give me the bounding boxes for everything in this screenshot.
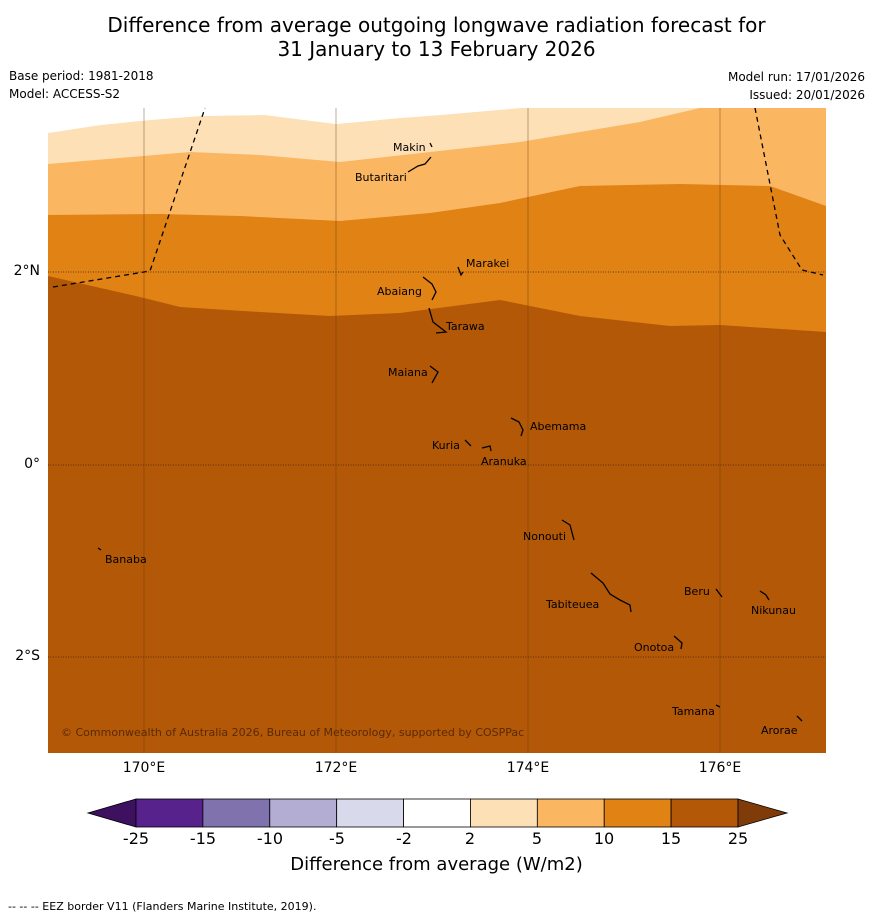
place-abemama: Abemama — [530, 420, 586, 433]
top-white-edge — [48, 108, 520, 133]
place-nikunau: Nikunau — [751, 604, 796, 617]
lon-label-170e: 170°E — [122, 760, 166, 776]
eez-border — [52, 107, 824, 288]
colorbar-box — [536, 798, 605, 828]
colorbar-tick-label: 5 — [531, 829, 543, 848]
eez-footnote: -- -- -- EEZ border V11 (Flanders Marine… — [8, 900, 317, 913]
lon-label-174e: 174°E — [506, 760, 550, 776]
base-period: Base period: 1981-2018 — [9, 69, 154, 83]
colorbar-tick-label: 25 — [727, 829, 749, 848]
colorbar-tick-label: -5 — [329, 829, 345, 848]
latitude-gridlines — [48, 271, 826, 658]
colorbar-box — [336, 798, 404, 828]
colorbar-box — [670, 798, 739, 828]
colorbar-tick-label: -25 — [122, 829, 150, 848]
olr-band-2-5 — [48, 108, 700, 164]
place-abaiang: Abaiang — [377, 285, 422, 298]
colorbar-title: Difference from average (W/m2) — [290, 854, 583, 875]
place-banaba: Banaba — [105, 553, 147, 566]
map-title-line2: 31 January to 13 February 2026 — [277, 37, 596, 61]
place-aranuka: Aranuka — [481, 455, 527, 468]
lat-label-2s: 2°S — [15, 648, 40, 664]
lon-label-172e: 172°E — [314, 760, 358, 776]
issued-date: Issued: 20/01/2026 — [749, 88, 865, 102]
colorbar-box — [135, 798, 204, 828]
colorbar-over-arrow — [737, 798, 789, 828]
place-kuria: Kuria — [432, 439, 460, 452]
lat-label-2n: 2°N — [13, 263, 40, 279]
colorbar — [86, 798, 789, 828]
colorbar-tick-label: 2 — [464, 829, 476, 848]
place-labels: Makin Butaritari Marakei Abaiang Tarawa … — [105, 141, 798, 737]
copyright-notice: © Commonwealth of Australia 2026, Bureau… — [61, 726, 524, 739]
colorbar-tick-label: -15 — [189, 829, 217, 848]
place-arorae: Arorae — [761, 724, 798, 737]
colorbar-under-arrow — [86, 798, 137, 828]
colorbar-tick-label: 10 — [593, 829, 615, 848]
place-tabiteuea: Tabiteuea — [545, 598, 599, 611]
colorbar-box — [202, 798, 271, 828]
place-beru: Beru — [684, 585, 710, 598]
colorbar-box — [269, 798, 338, 828]
place-onotoa: Onotoa — [634, 641, 674, 654]
colorbar-tick-label: -2 — [396, 829, 412, 848]
colorbar-box — [603, 798, 672, 828]
place-makin: Makin — [393, 141, 426, 154]
model-run: Model run: 17/01/2026 — [727, 70, 865, 84]
model-name: Model: ACCESS-S2 — [9, 87, 121, 101]
colorbar-tick-label: 15 — [660, 829, 682, 848]
place-marakei: Marakei — [466, 257, 509, 270]
island-outlines — [97, 142, 803, 722]
longitude-gridlines — [143, 108, 721, 753]
lat-label-0: 0° — [24, 456, 40, 472]
colorbar-box — [470, 798, 538, 828]
place-tamana: Tamana — [671, 705, 715, 718]
map-title-line1: Difference from average outgoing longwav… — [107, 13, 766, 37]
colorbar-box — [403, 798, 471, 828]
colorbar-tick-label: -10 — [256, 829, 284, 848]
colorbar-boxes — [135, 798, 739, 828]
lon-label-176e: 176°E — [698, 760, 742, 776]
place-butaritari: Butaritari — [355, 171, 407, 184]
place-nonouti: Nonouti — [523, 530, 566, 543]
place-maiana: Maiana — [388, 366, 428, 379]
place-tarawa: Tarawa — [445, 320, 485, 333]
